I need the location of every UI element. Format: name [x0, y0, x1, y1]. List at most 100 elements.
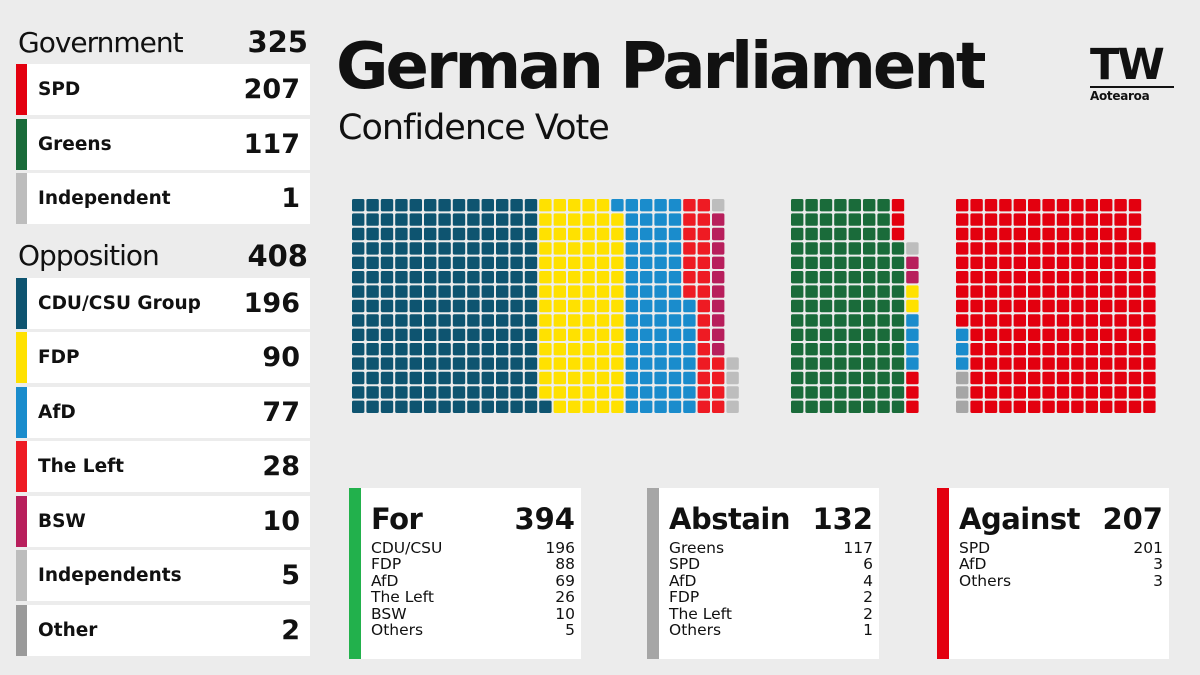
seat-spd — [1013, 256, 1026, 269]
seat-spd — [1071, 386, 1084, 399]
seat-greens — [848, 371, 861, 385]
seat-spd — [1100, 371, 1113, 385]
seat-cdu-csu — [352, 343, 365, 356]
seat-spd — [1143, 371, 1156, 385]
seat-afd — [640, 299, 653, 313]
seat-spd — [1056, 199, 1070, 212]
seat-the-left — [683, 227, 696, 241]
seat-fdp — [611, 227, 624, 241]
seat-spd — [1085, 213, 1098, 226]
party-row: Other 2 — [16, 604, 310, 656]
seat-cdu-csu — [424, 400, 437, 413]
party-row: Independent 1 — [16, 173, 310, 224]
seat-cdu-csu — [481, 199, 494, 212]
seat-greens — [891, 299, 905, 313]
party-row: CDU/CSU Group 196 — [16, 277, 310, 329]
vote-party-name: AfD — [959, 555, 987, 574]
seat-greens — [877, 285, 890, 298]
seat-cdu-csu — [424, 271, 437, 284]
vote-breakdown-item: Others 5 — [371, 621, 575, 640]
seat-cdu-csu — [524, 242, 538, 255]
seat-cdu-csu — [452, 328, 466, 341]
seat-fdp — [611, 386, 624, 399]
seat-cdu-csu — [510, 213, 523, 226]
seat-afd — [683, 328, 696, 341]
seat-cdu-csu — [352, 371, 365, 385]
seat-bsw — [712, 343, 725, 356]
seat-cdu-csu — [352, 213, 365, 226]
seat-cdu-csu — [352, 328, 365, 341]
seat-greens — [891, 386, 905, 399]
seat-fdp — [568, 242, 581, 255]
seat-fdp — [596, 343, 610, 356]
seat-cdu-csu — [409, 328, 422, 341]
seat-spd — [1056, 371, 1070, 385]
seat-afd — [906, 357, 919, 370]
seat-greens — [791, 299, 804, 313]
seat-cdu-csu — [366, 357, 379, 370]
vote-party-count: 5 — [565, 621, 575, 640]
seat-greens — [848, 357, 861, 370]
seat-fdp — [582, 199, 595, 212]
seat-spd — [970, 199, 983, 212]
seat-the-left — [697, 386, 710, 399]
seat-cdu-csu — [524, 371, 538, 385]
seat-afd — [625, 213, 638, 226]
party-seat-count: 77 — [262, 396, 300, 428]
seat-greens — [863, 285, 876, 298]
seat-cdu-csu — [380, 199, 394, 212]
seat-greens — [877, 271, 890, 284]
seat-greens — [834, 285, 847, 298]
seat-spd — [956, 199, 969, 212]
seat-cdu-csu — [395, 314, 408, 327]
seat-greens — [819, 343, 833, 356]
seat-cdu-csu — [510, 386, 523, 399]
vote-party-count: 117 — [843, 539, 873, 557]
seat-cdu-csu — [481, 357, 494, 370]
seat-bsw — [712, 242, 725, 255]
seat-spd — [1013, 199, 1026, 212]
seat-afd — [654, 299, 667, 313]
seat-greens — [877, 299, 890, 313]
seat-cdu-csu — [467, 256, 480, 269]
seat-cdu-csu — [366, 400, 379, 413]
seat-cdu-csu — [481, 299, 494, 313]
seat-cdu-csu — [467, 343, 480, 356]
seat-cdu-csu — [481, 285, 494, 298]
seat-fdp — [539, 343, 552, 356]
seat-cdu-csu — [395, 199, 408, 212]
seat-cdu-csu — [452, 271, 466, 284]
seat-afd — [906, 343, 919, 356]
seat-spd — [1056, 386, 1070, 399]
seat-fdp — [553, 357, 566, 370]
seat-spd — [999, 213, 1012, 226]
seat-spd — [1071, 213, 1084, 226]
seat-spd — [1128, 328, 1142, 341]
vote-breakdown-item: FDP 2 — [669, 589, 873, 606]
seat-cdu-csu — [452, 386, 466, 399]
seat-afd — [654, 285, 667, 298]
seat-cdu-csu — [481, 328, 494, 341]
seat-fdp — [596, 271, 610, 284]
seat-afd — [625, 343, 638, 356]
vote-total: 207 — [1102, 502, 1163, 536]
seat-greens — [863, 400, 876, 413]
seat-spd — [1028, 256, 1041, 269]
seat-spd — [984, 199, 998, 212]
seat-cdu-csu — [395, 386, 408, 399]
seat-spd — [1085, 242, 1098, 255]
party-seat-count: 90 — [262, 342, 300, 373]
seat-fdp — [906, 299, 919, 313]
seat-greens — [834, 227, 847, 241]
seat-spd — [1056, 328, 1070, 341]
seat-afd — [668, 343, 682, 356]
vote-party-name: Greens — [669, 539, 725, 557]
seat-greens — [891, 285, 905, 298]
seat-afd — [683, 314, 696, 327]
seat-the-left — [697, 199, 710, 212]
seat-greens — [805, 386, 818, 399]
vote-party-name: AfD — [371, 571, 399, 590]
seat-afd — [640, 400, 653, 413]
seat-fdp — [553, 314, 566, 327]
seat-fdp — [582, 271, 595, 284]
